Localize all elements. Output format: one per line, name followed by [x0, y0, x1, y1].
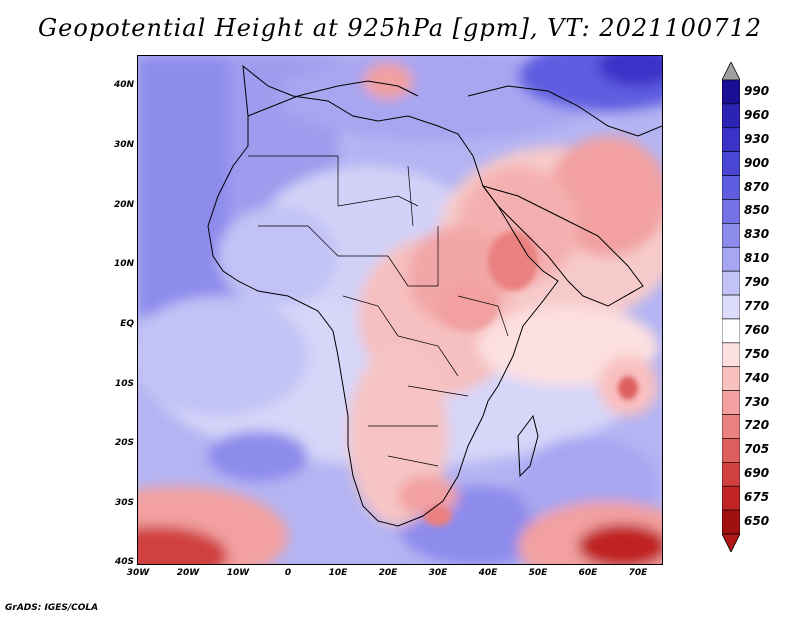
colorbar-swatch: [722, 485, 740, 511]
colorbar-level-label: 705: [744, 442, 770, 457]
colorbar-level-label: 990: [744, 83, 770, 98]
lat-label: 30N: [113, 140, 134, 150]
colorbar-level-label: 675: [744, 490, 770, 505]
colorbar-level-label: 830: [744, 227, 770, 242]
colorbar-level-label: 750: [744, 346, 770, 361]
colorbar-swatch: [722, 246, 740, 272]
country-borders: [248, 155, 509, 467]
colorbar-swatch: [722, 175, 740, 200]
colorbar-level-label: 730: [744, 394, 770, 409]
lat-label: EQ: [120, 319, 134, 329]
lat-label: 10S: [114, 379, 134, 389]
colorbar-swatch: [722, 414, 740, 439]
colorbar-swatch: [722, 127, 740, 152]
lon-label: 10W: [226, 568, 250, 578]
lat-label: 10N: [113, 259, 134, 269]
grads-credit: GrADS: IGES/COLA: [5, 603, 99, 613]
colorbar-swatch: [722, 223, 740, 248]
lat-label: 20S: [114, 438, 134, 448]
lon-label: 20E: [378, 568, 398, 578]
colorbar-swatch: [722, 294, 740, 320]
colorbar-level-label: 900: [744, 155, 770, 170]
colorbar-swatch: [722, 103, 740, 129]
colorbar-swatch: [722, 462, 740, 487]
colorbar-level-label: 770: [744, 299, 770, 313]
colorbar-top-arrow: [722, 62, 740, 81]
colorbar-level-label: 790: [744, 275, 770, 290]
lon-label: 0: [284, 568, 292, 578]
colorbar-level-label: 930: [744, 131, 770, 146]
lon-label: 10E: [328, 568, 348, 578]
lat-label: 40S: [114, 557, 134, 567]
colorbar-swatch: [722, 199, 740, 224]
lon-label: 40E: [478, 568, 498, 578]
colorbar-swatch: [722, 366, 740, 391]
colorbar-swatch: [722, 390, 740, 415]
colorbar-level-label: 650: [744, 514, 770, 529]
colorbar-swatch: [722, 342, 740, 368]
lat-label: 30S: [114, 498, 134, 508]
colorbar-swatch: [722, 438, 740, 463]
lat-label: 40N: [113, 80, 134, 90]
colorbar-level-label: 740: [744, 370, 770, 385]
lon-label: 20W: [176, 568, 200, 578]
colorbar-level-label: 870: [744, 179, 770, 194]
map-plot-area: [137, 55, 663, 565]
lon-label: 70E: [628, 568, 648, 578]
map-title: Geopotential Height at 925hPa [gpm], VT:…: [38, 14, 762, 42]
colorbar-swatch: [722, 270, 740, 296]
lat-label: 20N: [113, 200, 134, 210]
colorbar-swatch: [722, 318, 740, 344]
lon-label: 50E: [528, 568, 548, 578]
height-field-detail: [424, 231, 638, 526]
colorbar-level-label: 850: [744, 203, 770, 218]
colorbar-level-label: 810: [744, 251, 770, 266]
colorbar-swatch: [722, 151, 740, 176]
colorbar-bottom-arrow: [722, 533, 740, 552]
lon-label: 30W: [126, 568, 150, 578]
colorbar-swatch: [722, 79, 740, 105]
colorbar-level-label: 760: [744, 322, 770, 337]
colorbar-level-label: 690: [744, 466, 770, 481]
colorbar: [722, 62, 740, 552]
map-field-svg: [138, 56, 662, 564]
colorbar-level-label: 960: [744, 107, 770, 122]
colorbar-swatch: [722, 509, 740, 535]
lon-label: 30E: [428, 568, 448, 578]
coastlines: [207, 64, 662, 527]
colorbar-level-label: 720: [744, 418, 770, 433]
lon-label: 60E: [578, 568, 598, 578]
